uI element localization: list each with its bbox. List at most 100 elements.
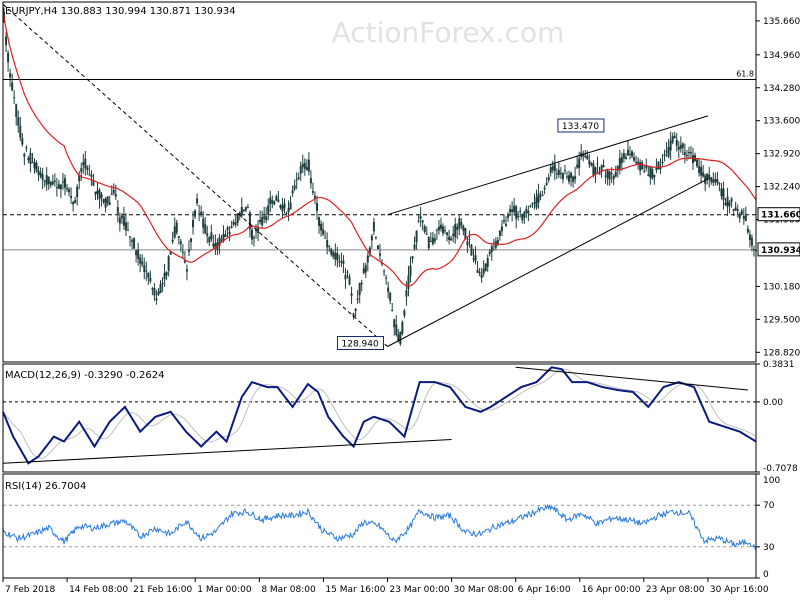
candle-body xyxy=(59,184,62,190)
candle-body xyxy=(259,219,262,223)
candle-body xyxy=(517,215,520,217)
candle-body xyxy=(602,165,605,168)
panel-frame-macd xyxy=(2,363,757,473)
candle-body xyxy=(726,196,729,207)
candle-body xyxy=(429,241,432,243)
candle-body xyxy=(265,216,268,221)
moving-average-line xyxy=(2,11,757,287)
candle-body xyxy=(561,173,564,180)
candle-body xyxy=(17,117,20,126)
candle-body xyxy=(391,309,394,311)
candle-body xyxy=(236,213,239,223)
candle-body xyxy=(163,272,166,280)
candle-body xyxy=(297,177,300,180)
candle-body xyxy=(464,228,467,240)
candle-body xyxy=(685,155,688,157)
candle-body xyxy=(232,221,235,225)
candle-body xyxy=(368,247,371,255)
candle-body xyxy=(275,196,278,201)
candle-body xyxy=(610,173,613,175)
candle-body xyxy=(486,258,489,267)
candle-body xyxy=(710,177,713,182)
macd-trend-line xyxy=(515,366,748,391)
candle-body xyxy=(551,166,554,171)
candle-body xyxy=(529,205,532,207)
candle-body xyxy=(608,171,611,180)
price-tick-label: 130.180 xyxy=(763,282,800,292)
candle-body xyxy=(131,240,134,242)
candle-body xyxy=(458,218,461,229)
candle-body xyxy=(135,250,138,256)
candle-body xyxy=(639,162,642,171)
candle-body xyxy=(25,147,28,149)
price-tick-label: 135.660 xyxy=(763,17,800,27)
candle-body xyxy=(318,217,321,226)
annotation-label: 133.470 xyxy=(562,122,599,132)
candle-body xyxy=(470,244,473,256)
candle-body xyxy=(462,225,465,231)
candle-body xyxy=(334,253,337,260)
candle-body xyxy=(553,163,556,172)
candle-body xyxy=(614,171,617,177)
candle-body xyxy=(39,172,42,177)
candle-body xyxy=(750,237,753,246)
candle-body xyxy=(145,270,148,272)
candle-body xyxy=(43,180,46,182)
candle-body xyxy=(261,217,264,226)
candle-body xyxy=(592,163,595,176)
candle-body xyxy=(151,288,154,290)
candle-body xyxy=(68,189,71,193)
candle-body xyxy=(417,220,420,222)
candle-body xyxy=(476,270,479,273)
candle-body xyxy=(220,239,223,241)
candle-body xyxy=(159,284,162,294)
candle-body xyxy=(13,97,16,99)
candle-body xyxy=(435,230,438,232)
candle-body xyxy=(246,207,249,209)
candle-body xyxy=(15,104,18,117)
candle-body xyxy=(301,164,304,168)
x-tick-label: 6 Apr 16:00 xyxy=(518,585,571,595)
candle-body xyxy=(675,139,678,146)
candle-body xyxy=(531,203,534,205)
candle-body xyxy=(122,216,125,226)
candle-body xyxy=(273,201,276,205)
candle-body xyxy=(498,230,501,236)
candle-body xyxy=(626,149,629,156)
candle-body xyxy=(118,217,121,224)
candle-body xyxy=(141,261,144,265)
candle-body xyxy=(291,190,294,194)
candle-body xyxy=(106,196,109,204)
level-label: 130.934 xyxy=(761,246,800,256)
trend-line xyxy=(2,4,388,347)
x-tick-label: 8 Mar 08:00 xyxy=(261,585,316,595)
candle-body xyxy=(309,178,312,184)
candle-body xyxy=(165,271,168,276)
candle-body xyxy=(442,226,445,234)
candle-body xyxy=(72,202,75,205)
candle-body xyxy=(600,165,603,172)
candle-body xyxy=(588,160,591,165)
candle-body xyxy=(500,226,503,232)
candle-body xyxy=(92,180,95,186)
candle-body xyxy=(746,228,749,233)
candle-body xyxy=(255,229,258,232)
rsi-title: RSI(14) 26.7004 xyxy=(5,481,86,492)
candle-body xyxy=(210,232,213,240)
candle-body xyxy=(112,189,115,194)
candle-body xyxy=(653,174,656,178)
candle-body xyxy=(513,205,516,213)
candle-body xyxy=(604,175,607,177)
candle-body xyxy=(299,165,302,174)
candle-body xyxy=(527,211,530,214)
candle-body xyxy=(70,195,73,198)
candle-body xyxy=(350,293,353,296)
x-tick-label: 7 Feb 2018 xyxy=(5,585,56,595)
candle-body xyxy=(187,249,190,252)
x-tick-label: 21 Feb 16:00 xyxy=(133,585,192,595)
macd-signal-line xyxy=(2,368,757,459)
candle-body xyxy=(45,175,48,185)
price-tick-label: 129.500 xyxy=(763,315,800,325)
candle-body xyxy=(484,263,487,271)
candle-body xyxy=(303,162,306,169)
